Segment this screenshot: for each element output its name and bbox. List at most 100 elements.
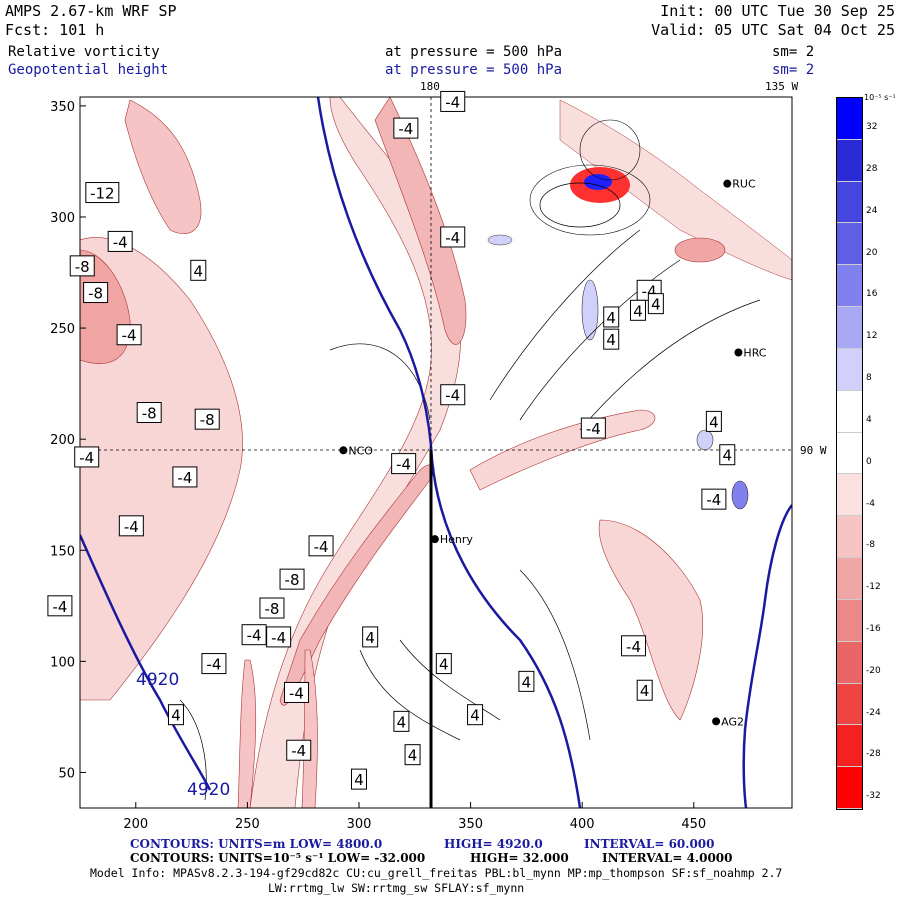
colorbar-label: 24 [866,205,878,216]
contour-label: 4 [606,309,616,327]
station-marker [339,446,348,455]
contour-label: 4 [408,747,418,765]
contour-label: -4 [314,538,329,556]
height-contour-info-low: CONTOURS: UNITS=m LOW= 4800.0 [130,837,383,851]
contour-label-box [391,453,417,475]
colorbar-label: -24 [866,707,881,718]
contour-label-box [194,408,220,430]
colorbar-label: -4 [866,498,875,509]
contour-label: 4 [606,331,616,349]
colorbar-segment [837,683,862,726]
meridian-135w-label: 135 W [765,80,799,93]
contour-label-box [69,255,95,277]
colorbar-segment [837,181,862,224]
y-tick-label: 150 [50,544,75,559]
station-label: NCO [348,444,373,457]
contour-label-box [259,597,285,619]
contour-label: -8 [285,571,300,589]
station-label: RUC [732,178,756,191]
colorbar-segment [837,516,862,559]
contour-label-box [116,324,142,346]
model-info: Model Info: MPASv8.2.3-194-gf29cd82c CU:… [90,866,783,880]
contour-label-box [167,704,184,726]
contour-label-box [201,653,227,675]
contour-label-box [467,704,484,726]
y-tick-label: 300 [50,211,75,226]
contour-label-box [350,768,367,790]
contour-label: -4 [445,387,460,405]
contour-label-box [172,466,198,488]
contour-label: -4 [291,742,306,760]
colorbar-label: -32 [866,791,881,802]
contour-label: -4 [247,627,262,645]
contour-label: -4 [79,449,94,467]
colorbar-segment [837,98,862,140]
contour-label: -4 [289,684,304,702]
x-tick-label: 450 [681,817,706,832]
valid-time: Valid: 05 UTC Sat 04 Oct 25 [651,21,895,39]
contour-label-box [362,626,379,648]
contour-label: -4 [206,656,221,674]
meridian-90w-label: 90 W [800,444,827,457]
contour-label-box [603,328,620,350]
contour-label: -4 [706,491,721,509]
contour-label: -8 [264,600,279,618]
contour-label-box [241,624,267,646]
contour-label-box [393,710,410,732]
colorbar-label: 8 [866,373,872,384]
colorbar-segment [837,767,862,810]
colorbar-label: 28 [866,163,878,174]
vorticity-shading [80,97,792,808]
contour-label-box [629,299,646,321]
station-label: HRC [743,347,766,360]
contour-label-box [440,90,466,112]
contour-label: -12 [90,185,115,203]
y-tick-label: 200 [50,433,75,448]
colorbar-label: 16 [866,289,878,300]
contour-label-box [647,293,664,315]
station-marker [430,535,439,544]
colorbar-segment [837,558,862,600]
colorbar-segment [837,139,862,182]
colorbar-label: -16 [866,623,881,634]
station-marker [734,348,743,357]
contour-label: 4 [633,302,643,320]
x-tick-label: 350 [458,817,483,832]
contour-label-box [85,182,120,204]
x-tick-label: 400 [570,817,595,832]
colorbar-segment [837,641,862,684]
contour-label-box [404,744,421,766]
height-contour-label: 4920 [187,780,231,800]
contour-label-box [190,259,207,281]
colorbar-segment [837,390,862,433]
contour-label: -8 [200,411,215,429]
vorticity-contour-info-high: HIGH= 32.000 [470,851,569,865]
contour-label-box [580,417,606,439]
contour-label-box [118,515,144,537]
contour-label: -4 [271,629,286,647]
field2-smoothing: sm= 2 [772,62,815,78]
colorbar-segment [837,223,862,266]
colorbar-label: 4 [866,414,872,425]
colorbar-label: 0 [866,456,872,467]
field2-level: at pressure = 500 hPa [385,62,563,78]
station-marker [723,179,732,188]
contour-label: 4 [439,656,449,674]
y-tick-label: 100 [50,655,75,670]
contour-label: -4 [626,638,641,656]
model-info-line2: LW:rrtmg_lw SW:rrtmg_sw SFLAY:sf_mynn [268,881,525,895]
contour-label-box [47,595,73,617]
forecast-hour: Fcst: 101 h [5,21,105,39]
contour-label-box [286,739,312,761]
contour-label-box [83,282,109,304]
station-marker [712,717,721,726]
contour-label: 4 [709,413,719,431]
y-tick-label: 350 [50,100,75,115]
contour-label: -4 [396,456,411,474]
contour-label: 4 [365,629,375,647]
contour-label-box [107,230,133,252]
height-contour-info-high: HIGH= 4920.0 [444,837,543,851]
contour-label: 4 [640,682,650,700]
contour-label-box [279,568,305,590]
